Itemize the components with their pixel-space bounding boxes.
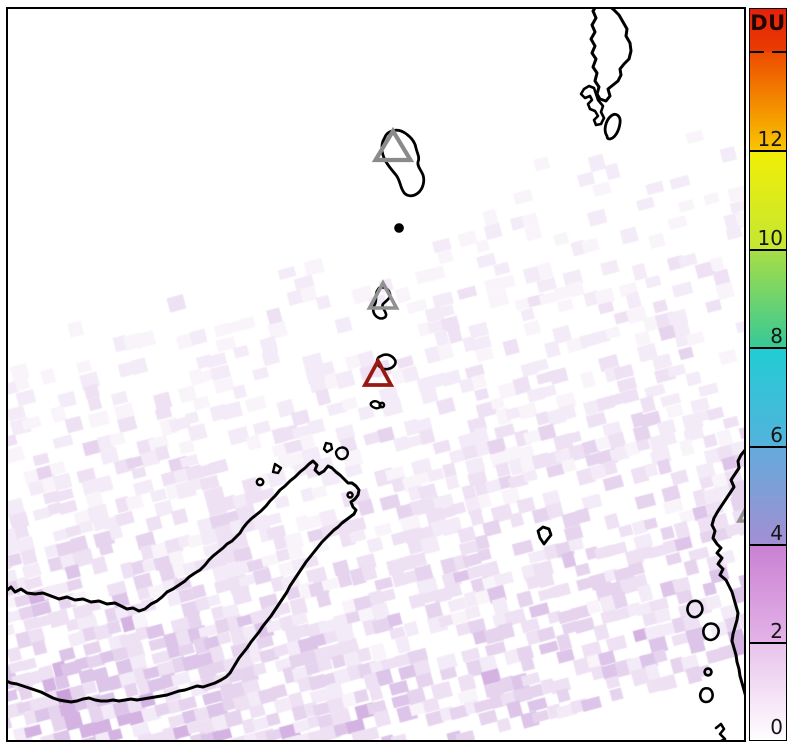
so2-pixel-layer: [8, 9, 744, 740]
colorbar-unit-label: DU: [750, 11, 786, 35]
volcano-marker-gray-east: [735, 506, 744, 523]
colorbar: 12 10 8 6 4 2 0 DU: [749, 8, 787, 741]
volcano-marker-gray-middle: [365, 278, 400, 310]
island-under-north-volcano: [380, 128, 425, 197]
colorbar-segment: [750, 249, 786, 348]
islets-below-red-volcano: [369, 399, 385, 409]
colorbar-tick-label: 6: [770, 422, 783, 447]
colorbar-tick-line: [750, 543, 786, 546]
islet-central-sea: [536, 525, 552, 545]
colorbar-tick-label: 12: [757, 126, 783, 151]
volcano-marker-red: [361, 356, 394, 387]
islets-north-tip: [255, 441, 354, 499]
island-chain-north-oval: [603, 112, 622, 140]
colorbar-tick-line: [750, 248, 786, 251]
colorbar-segment: [750, 150, 786, 250]
map-frame: [6, 7, 746, 742]
colorbar-tick-label: 8: [770, 323, 783, 348]
colorbar-tick-line: [750, 149, 786, 152]
colorbar-tick-line: [750, 445, 786, 448]
colorbar-segment: [750, 51, 786, 151]
island-chain-north-hook: [579, 84, 605, 126]
colorbar-tick-line: [750, 50, 764, 53]
colorbar-tick-label: 10: [757, 225, 783, 250]
colorbar-tick-line: [772, 50, 786, 53]
colorbar-segment: [750, 347, 786, 447]
colorbar-tick-label: 2: [770, 618, 783, 643]
volcano-marker-gray-north: [371, 126, 414, 162]
colorbar-tick-line: [750, 346, 786, 349]
east-coastline: [710, 447, 744, 697]
coastlines-group: [8, 9, 744, 740]
island-chain-north-main: [589, 9, 632, 102]
colorbar-tick-label: 0: [770, 714, 783, 739]
colorbar-segment: [750, 642, 786, 740]
sulawesi-coastline: [8, 459, 360, 703]
colorbar-segment: [750, 9, 786, 52]
colorbar-segment: [750, 544, 786, 643]
map-layer: [8, 9, 744, 740]
colorbar-segment: [750, 446, 786, 545]
colorbar-tick-line: [750, 641, 786, 644]
volcano-markers-group: [361, 126, 744, 523]
islets-east: [685, 599, 726, 740]
island-dot: [393, 222, 404, 233]
colorbar-tick-label: 4: [770, 520, 783, 545]
